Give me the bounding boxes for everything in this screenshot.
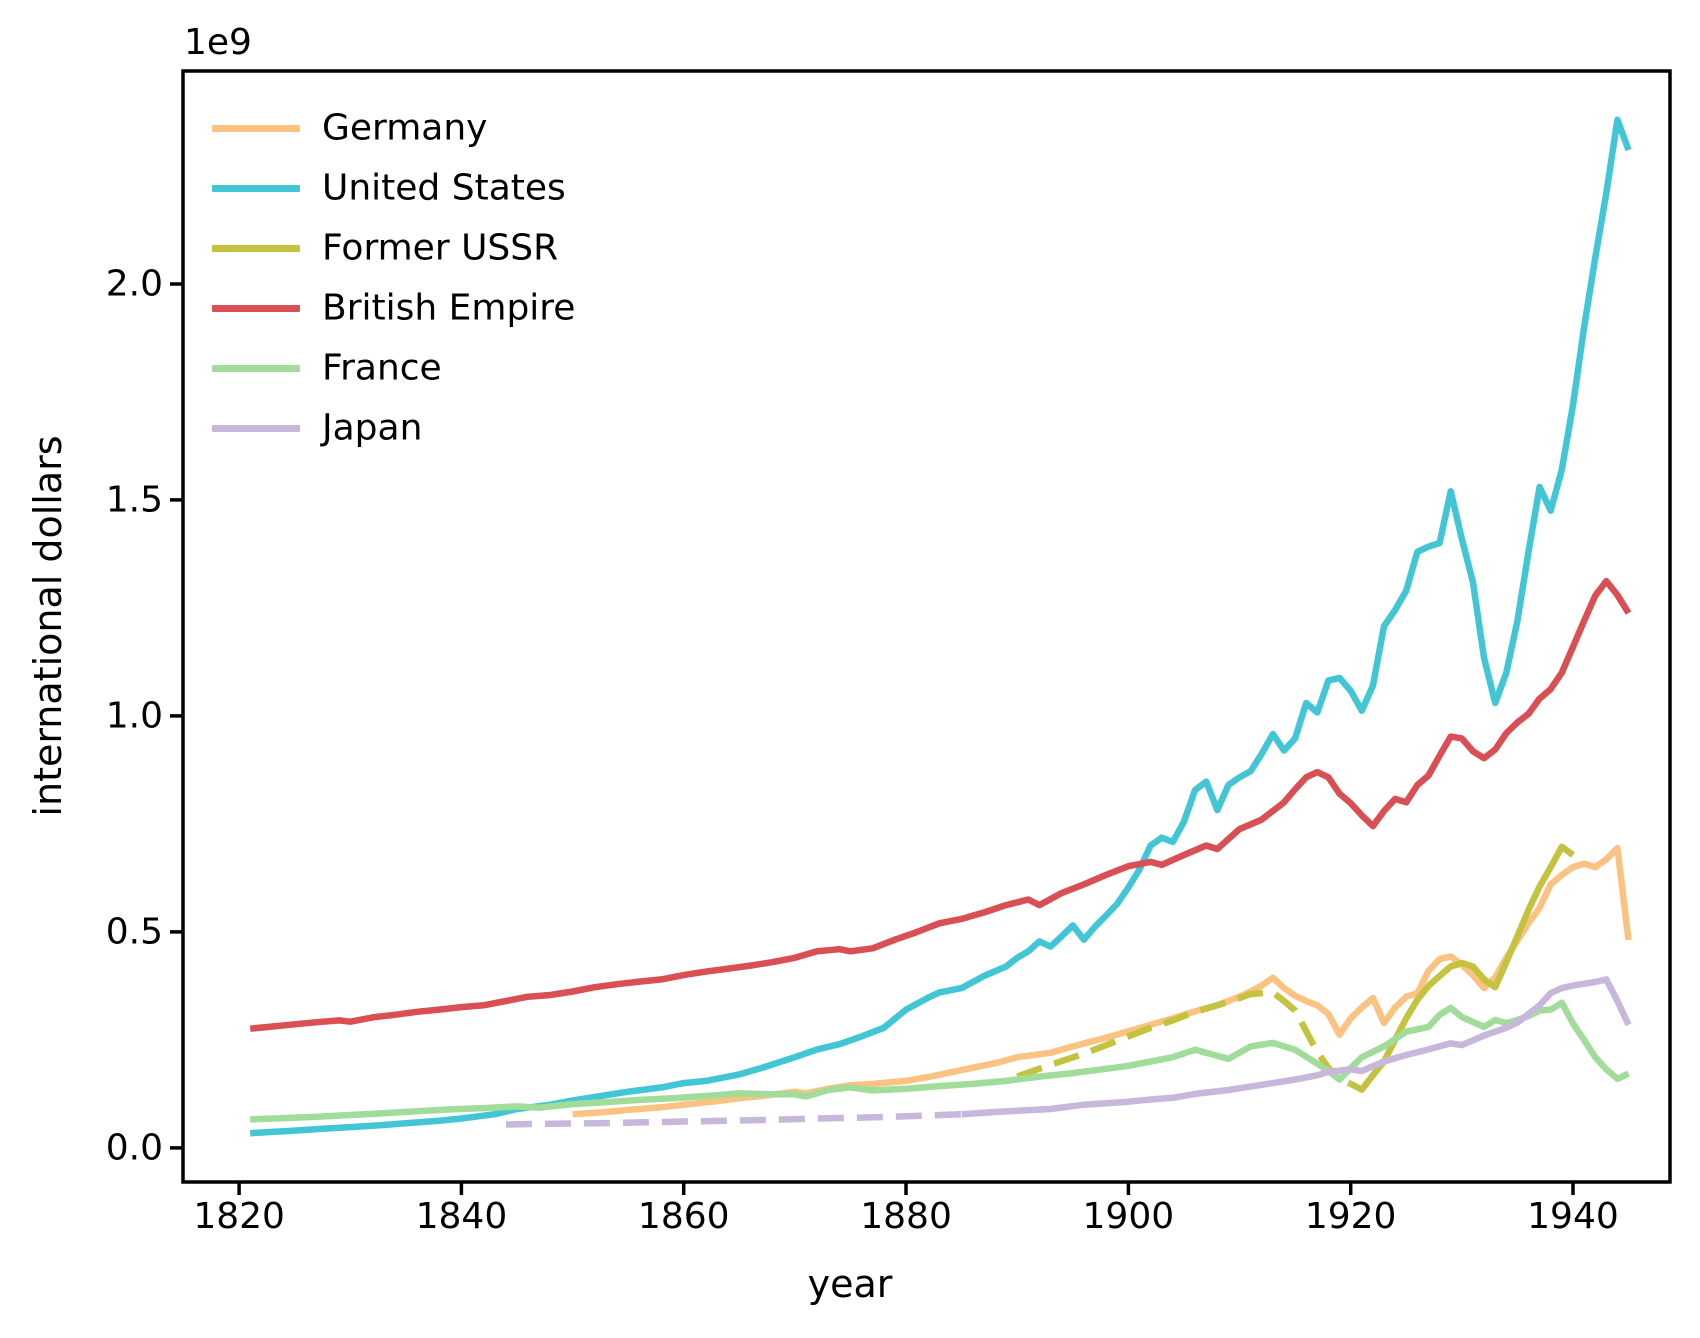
x-tick-label: 1920: [1304, 1196, 1397, 1237]
y-tick-label: 0.5: [105, 911, 163, 953]
y-tick-label: 0.0: [105, 1127, 163, 1169]
series-lines: [249, 116, 1632, 1137]
series-line-british-empire: [249, 577, 1632, 1032]
tick-marks: [170, 282, 1575, 1195]
series-line-france: [250, 999, 1630, 1123]
x-tick-label: 1900: [1082, 1196, 1175, 1237]
y-tick-label: 2.0: [105, 263, 163, 305]
series-line-united-states: [250, 116, 1632, 1137]
series-line-former-ussr-estimated: [1016, 989, 1353, 1087]
x-tick-label: 1820: [193, 1196, 285, 1237]
x-axis-label: year: [807, 1262, 893, 1306]
series-line-japan: [961, 976, 1632, 1118]
x-tick-label: 1880: [860, 1196, 952, 1237]
x-tick-label: 1940: [1527, 1196, 1619, 1237]
x-tick-label: 1840: [415, 1196, 508, 1237]
y-tick-label: 1.5: [105, 479, 163, 521]
axes-frame: [181, 69, 1672, 1184]
y-tick-label: 1.0: [105, 695, 163, 737]
series-line-former-ussr: [1349, 843, 1575, 1093]
x-tick-label: 1860: [637, 1196, 730, 1237]
series-line-japan-estimated: [505, 1110, 962, 1128]
axis-offset-text: 1e9: [184, 22, 252, 63]
